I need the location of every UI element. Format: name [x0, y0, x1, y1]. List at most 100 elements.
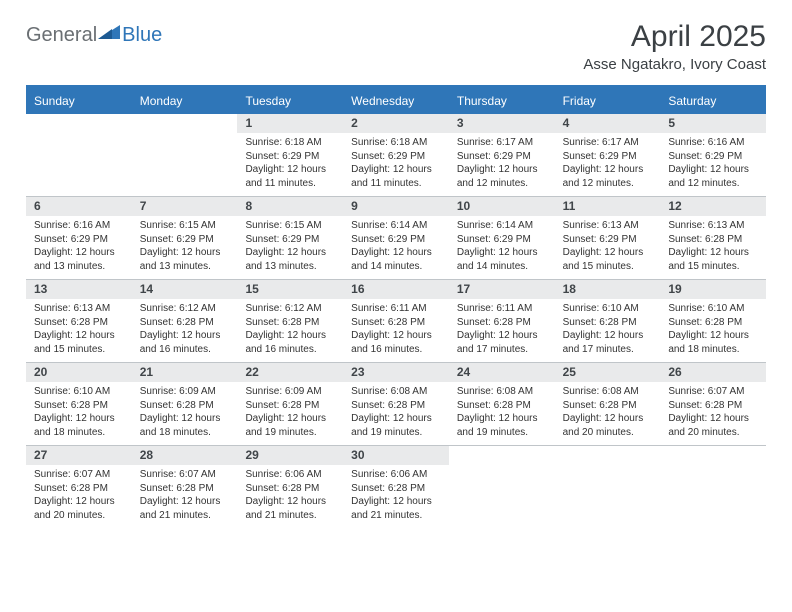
day-number: 5 [660, 114, 766, 133]
daylight-text: and 17 minutes. [563, 343, 653, 357]
sunset-text: Sunset: 6:29 PM [457, 233, 547, 247]
daylight-text: Daylight: 12 hours [351, 412, 441, 426]
day-cell: 7Sunrise: 6:15 AMSunset: 6:29 PMDaylight… [132, 197, 238, 279]
daylight-text: Daylight: 12 hours [457, 329, 547, 343]
daylight-text: and 15 minutes. [563, 260, 653, 274]
daylight-text: Daylight: 12 hours [668, 412, 758, 426]
day-body: Sunrise: 6:18 AMSunset: 6:29 PMDaylight:… [351, 136, 441, 190]
day-cell: 13Sunrise: 6:13 AMSunset: 6:28 PMDayligh… [26, 280, 132, 362]
sunset-text: Sunset: 6:28 PM [351, 482, 441, 496]
header: General Blue April 2025 Asse Ngatakro, I… [26, 20, 766, 73]
day-number: 29 [237, 446, 343, 465]
day-cell: 30Sunrise: 6:06 AMSunset: 6:28 PMDayligh… [343, 446, 449, 528]
sunrise-text: Sunrise: 6:14 AM [351, 219, 441, 233]
daylight-text: and 15 minutes. [34, 343, 124, 357]
day-cell: 22Sunrise: 6:09 AMSunset: 6:28 PMDayligh… [237, 363, 343, 445]
sunrise-text: Sunrise: 6:07 AM [34, 468, 124, 482]
day-body: Sunrise: 6:08 AMSunset: 6:28 PMDaylight:… [351, 385, 441, 439]
title-block: April 2025 Asse Ngatakro, Ivory Coast [583, 20, 766, 73]
daylight-text: Daylight: 12 hours [351, 163, 441, 177]
calendar-page: General Blue April 2025 Asse Ngatakro, I… [0, 0, 792, 612]
sunrise-text: Sunrise: 6:10 AM [34, 385, 124, 399]
day-number: 7 [132, 197, 238, 216]
sunrise-text: Sunrise: 6:06 AM [245, 468, 335, 482]
daylight-text: Daylight: 12 hours [457, 163, 547, 177]
daylight-text: Daylight: 12 hours [668, 163, 758, 177]
day-number: 28 [132, 446, 238, 465]
daylight-text: and 14 minutes. [457, 260, 547, 274]
daylight-text: and 15 minutes. [668, 260, 758, 274]
daylight-text: and 18 minutes. [34, 426, 124, 440]
day-cell: 28 Sunrise: 6:07 AMSunset: 6:28 PMDayligh… [132, 446, 238, 528]
sunset-text: Sunset: 6:28 PM [351, 316, 441, 330]
daylight-text: Daylight: 12 hours [245, 246, 335, 260]
day-body: Sunrise: 6:17 AMSunset: 6:29 PMDaylight:… [457, 136, 547, 190]
day-cell: 17Sunrise: 6:11 AMSunset: 6:28 PMDayligh… [449, 280, 555, 362]
day-body: Sunrise: 6:09 AMSunset: 6:28 PMDaylight:… [140, 385, 230, 439]
sunrise-text: Sunrise: 6:18 AM [245, 136, 335, 150]
brand-logo: General Blue [26, 24, 162, 47]
day-body: Sunrise: 6:15 AMSunset: 6:29 PMDaylight:… [245, 219, 335, 273]
dow-wednesday: Wednesday [343, 89, 449, 114]
day-cell: . [132, 114, 238, 196]
daylight-text: Daylight: 12 hours [140, 495, 230, 509]
day-cell: 9Sunrise: 6:14 AMSunset: 6:29 PMDaylight… [343, 197, 449, 279]
sunrise-text: Sunrise: 6:15 AM [245, 219, 335, 233]
daylight-text: and 18 minutes. [668, 343, 758, 357]
day-cell: 16Sunrise: 6:11 AMSunset: 6:28 PMDayligh… [343, 280, 449, 362]
day-cell: 15Sunrise: 6:12 AMSunset: 6:28 PMDayligh… [237, 280, 343, 362]
sunrise-text: Sunrise: 6:13 AM [668, 219, 758, 233]
daylight-text: Daylight: 12 hours [245, 495, 335, 509]
sunrise-text: Sunrise: 6:10 AM [668, 302, 758, 316]
daylight-text: Daylight: 12 hours [668, 329, 758, 343]
day-body: Sunrise: 6:07 AMSunset: 6:28 PMDaylight:… [34, 468, 124, 522]
week-row: 27Sunrise: 6:07 AMSunset: 6:28 PMDayligh… [26, 446, 766, 528]
sunset-text: Sunset: 6:28 PM [245, 399, 335, 413]
day-body: Sunrise: 6:10 AMSunset: 6:28 PMDaylight:… [34, 385, 124, 439]
day-body: Sunrise: 6:16 AMSunset: 6:29 PMDaylight:… [34, 219, 124, 273]
day-number: 8 [237, 197, 343, 216]
sunrise-text: Sunrise: 6:07 AM [140, 468, 230, 482]
day-cell: 10Sunrise: 6:14 AMSunset: 6:29 PMDayligh… [449, 197, 555, 279]
day-cell: 1Sunrise: 6:18 AMSunset: 6:29 PMDaylight… [237, 114, 343, 196]
day-body: Sunrise: 6:09 AMSunset: 6:28 PMDaylight:… [245, 385, 335, 439]
day-cell: 25Sunrise: 6:08 AMSunset: 6:28 PMDayligh… [555, 363, 661, 445]
day-body: Sunrise: 6:12 AMSunset: 6:28 PMDaylight:… [245, 302, 335, 356]
daylight-text: Daylight: 12 hours [140, 412, 230, 426]
daylight-text: and 11 minutes. [245, 177, 335, 191]
day-number: 26 [660, 363, 766, 382]
day-body: Sunrise: 6:08 AMSunset: 6:28 PMDaylight:… [457, 385, 547, 439]
day-cell: 26 Sunrise: 6:07 AMSunset: 6:28 PMDayligh… [660, 363, 766, 445]
week-row: 6Sunrise: 6:16 AMSunset: 6:29 PMDaylight… [26, 197, 766, 280]
dow-friday: Friday [555, 89, 661, 114]
day-cell: 20Sunrise: 6:10 AMSunset: 6:28 PMDayligh… [26, 363, 132, 445]
day-body: Sunrise: 6:07 AMSunset: 6:28 PMDaylight:… [668, 385, 758, 439]
sunrise-text: Sunrise: 6:10 AM [563, 302, 653, 316]
day-number: 27 [26, 446, 132, 465]
day-cell: 6Sunrise: 6:16 AMSunset: 6:29 PMDaylight… [26, 197, 132, 279]
sunrise-text: Sunrise: 6:09 AM [140, 385, 230, 399]
day-number: 14 [132, 280, 238, 299]
day-number: 9 [343, 197, 449, 216]
sunrise-text: Sunrise: 6:08 AM [563, 385, 653, 399]
sunset-text: Sunset: 6:28 PM [245, 316, 335, 330]
day-cell: 4Sunrise: 6:17 AMSunset: 6:29 PMDaylight… [555, 114, 661, 196]
day-cell: 23Sunrise: 6:08 AMSunset: 6:28 PMDayligh… [343, 363, 449, 445]
daylight-text: Daylight: 12 hours [245, 329, 335, 343]
daylight-text: Daylight: 12 hours [563, 163, 653, 177]
day-cell: 18Sunrise: 6:10 AMSunset: 6:28 PMDayligh… [555, 280, 661, 362]
day-cell: 12Sunrise: 6:13 AMSunset: 6:28 PMDayligh… [660, 197, 766, 279]
day-number: 25 [555, 363, 661, 382]
day-body: Sunrise: 6:07 AMSunset: 6:28 PMDaylight:… [140, 468, 230, 522]
day-number: 16 [343, 280, 449, 299]
daylight-text: and 18 minutes. [140, 426, 230, 440]
brand-part-1: General [26, 24, 97, 47]
day-body: Sunrise: 6:06 AMSunset: 6:28 PMDaylight:… [245, 468, 335, 522]
week-row: 13Sunrise: 6:13 AMSunset: 6:28 PMDayligh… [26, 280, 766, 363]
dow-saturday: Saturday [660, 89, 766, 114]
month-title: April 2025 [583, 20, 766, 54]
daylight-text: and 12 minutes. [563, 177, 653, 191]
daylight-text: Daylight: 12 hours [351, 329, 441, 343]
sunrise-text: Sunrise: 6:06 AM [351, 468, 441, 482]
sunrise-text: Sunrise: 6:18 AM [351, 136, 441, 150]
